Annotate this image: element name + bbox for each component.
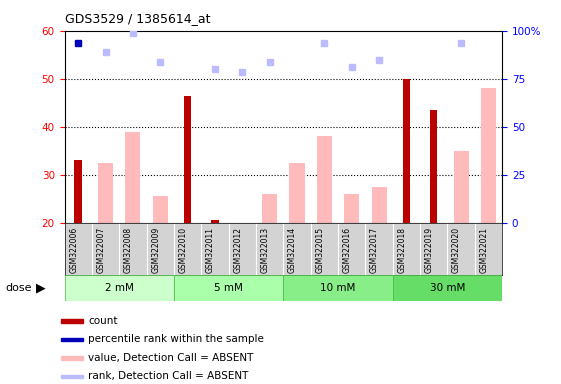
Text: GSM322012: GSM322012 [233,227,242,273]
FancyBboxPatch shape [65,275,174,301]
Bar [61,375,83,378]
Bar [153,196,168,223]
Text: GSM322017: GSM322017 [370,227,379,273]
Bar [75,161,82,223]
Text: GSM322006: GSM322006 [69,227,78,273]
Text: GSM322019: GSM322019 [425,227,434,273]
Text: value, Detection Call = ABSENT: value, Detection Call = ABSENT [88,353,254,363]
Text: rank, Detection Call = ABSENT: rank, Detection Call = ABSENT [88,371,249,381]
Text: count: count [88,316,118,326]
Bar [184,96,191,223]
FancyBboxPatch shape [393,275,502,301]
Text: GSM322009: GSM322009 [151,227,160,273]
Text: GSM322010: GSM322010 [178,227,187,273]
Bar [453,151,468,223]
Text: ▶: ▶ [36,281,46,295]
Text: GSM322016: GSM322016 [343,227,352,273]
Text: GSM322013: GSM322013 [261,227,270,273]
Text: GSM322011: GSM322011 [206,227,215,273]
Bar [125,131,140,223]
Bar [430,110,438,223]
Bar [61,356,83,359]
Bar [211,220,219,223]
Text: dose: dose [6,283,32,293]
Bar [98,163,113,223]
Bar [289,163,305,223]
FancyBboxPatch shape [174,275,283,301]
Text: GDS3529 / 1385614_at: GDS3529 / 1385614_at [65,12,210,25]
Text: GSM322018: GSM322018 [397,227,406,273]
Bar [262,194,277,223]
Text: 5 mM: 5 mM [214,283,243,293]
Bar [317,136,332,223]
Text: GSM322020: GSM322020 [452,227,461,273]
Text: 30 mM: 30 mM [430,283,465,293]
FancyBboxPatch shape [283,275,393,301]
Text: GSM322015: GSM322015 [315,227,324,273]
Text: 10 mM: 10 mM [320,283,356,293]
Text: GSM322007: GSM322007 [96,227,105,273]
Bar [403,79,410,223]
Text: 2 mM: 2 mM [105,283,134,293]
Text: GSM322008: GSM322008 [124,227,133,273]
Bar [371,187,387,223]
Text: GSM322014: GSM322014 [288,227,297,273]
Text: percentile rank within the sample: percentile rank within the sample [88,334,264,344]
Bar [61,338,83,341]
Bar [344,194,359,223]
Bar [481,88,496,223]
Text: GSM322021: GSM322021 [480,227,489,273]
Bar [61,319,83,323]
